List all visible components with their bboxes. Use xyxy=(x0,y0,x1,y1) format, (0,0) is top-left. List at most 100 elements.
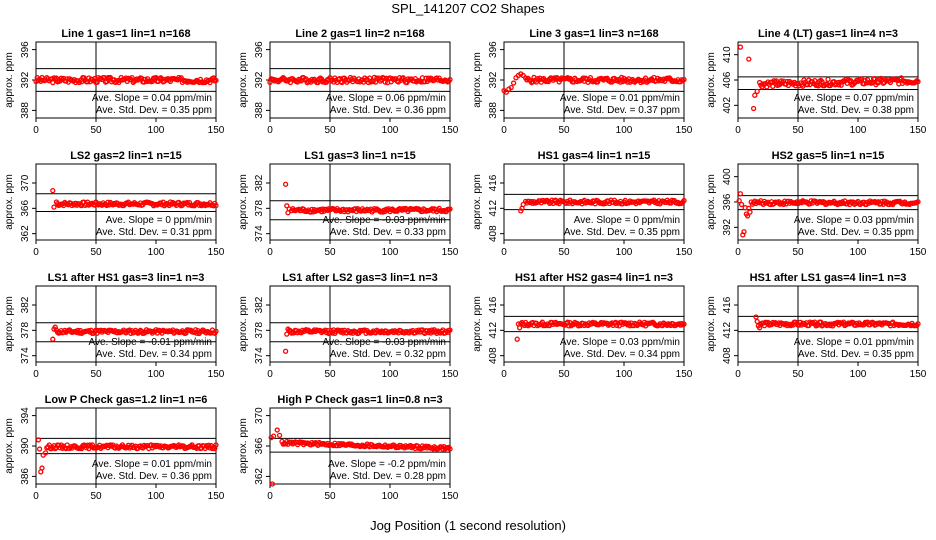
x-tick-label: 50 xyxy=(324,125,336,136)
y-axis-label: approx. ppm xyxy=(238,296,249,352)
x-tick-label: 100 xyxy=(616,369,633,380)
std-dev-annotation: Ave. Std. Dev. = 0.37 ppm xyxy=(564,105,680,116)
data-point xyxy=(736,198,742,204)
x-tick-label: 0 xyxy=(501,125,507,136)
y-tick-label: 412 xyxy=(722,322,733,339)
data-point xyxy=(754,318,760,325)
panel-title: HS1 after LS1 gas=4 lin=1 n=3 xyxy=(750,272,907,284)
x-tick-label: 0 xyxy=(501,369,507,380)
x-tick-label: 0 xyxy=(33,491,39,502)
x-tick-label: 100 xyxy=(616,125,633,136)
y-tick-label: 382 xyxy=(20,296,31,313)
y-tick-label: 370 xyxy=(20,174,31,191)
data-point xyxy=(510,80,517,86)
x-tick-label: 150 xyxy=(208,491,225,502)
y-tick-label: 370 xyxy=(254,407,265,424)
y-tick-label: 388 xyxy=(254,102,265,119)
data-point xyxy=(754,88,760,95)
data-point xyxy=(318,209,325,215)
panel-2: Line 2 gas=1 lin=2 n=168 0 50 100 150 388 392 3… xyxy=(238,28,459,136)
x-tick-label: 50 xyxy=(90,491,102,502)
y-tick-label: 392 xyxy=(722,219,733,236)
panel-5: LS2 gas=2 lin=1 n=15 0 50 100 150 362 366 370 ap… xyxy=(4,150,225,258)
x-tick-label: 50 xyxy=(324,369,336,380)
data-point xyxy=(129,74,135,81)
y-tick-label: 390 xyxy=(20,437,31,454)
data-point xyxy=(915,199,921,205)
plot-frame xyxy=(269,285,451,363)
y-tick-label: 392 xyxy=(488,71,499,88)
x-tick-label: 100 xyxy=(850,369,867,380)
slope-annotation: Ave. Slope = -0.2 ppm/min xyxy=(328,459,446,470)
panel-title: HS1 gas=4 lin=1 n=15 xyxy=(538,150,651,162)
data-point xyxy=(50,336,56,342)
data-point xyxy=(447,76,453,83)
data-point xyxy=(545,78,552,85)
data-point xyxy=(276,432,283,439)
slope-annotation: Ave. Slope = 0.06 ppm/min xyxy=(326,93,446,104)
std-dev-annotation: Ave. Std. Dev. = 0.34 ppm xyxy=(564,349,680,360)
data-point xyxy=(737,44,744,50)
panel-title: LS2 gas=2 lin=1 n=15 xyxy=(70,150,182,162)
data-point xyxy=(213,328,219,334)
panel-title: LS1 gas=3 lin=1 n=15 xyxy=(304,150,416,162)
y-tick-label: 416 xyxy=(488,174,499,191)
data-point xyxy=(915,321,921,327)
y-axis-label: approx. ppm xyxy=(706,52,717,108)
data-point xyxy=(447,206,453,212)
data-point xyxy=(737,191,744,197)
data-point xyxy=(94,79,100,85)
y-tick-label: 412 xyxy=(488,200,499,217)
y-axis-label: approx. ppm xyxy=(238,52,249,108)
y-axis-label: approx. ppm xyxy=(4,418,15,474)
x-tick-label: 0 xyxy=(33,369,39,380)
std-dev-annotation: Ave. Std. Dev. = 0.38 ppm xyxy=(798,105,914,116)
slope-annotation: Ave. Slope = 0 ppm/min xyxy=(106,215,212,226)
std-dev-annotation: Ave. Std. Dev. = 0.35 ppm xyxy=(564,227,680,238)
data-point xyxy=(773,78,780,84)
x-tick-label: 100 xyxy=(148,491,165,502)
data-point xyxy=(308,209,314,215)
data-point xyxy=(825,76,831,83)
y-axis-label: approx. ppm xyxy=(472,52,483,108)
data-point xyxy=(213,442,219,448)
std-dev-annotation: Ave. Std. Dev. = 0.34 ppm xyxy=(96,349,212,360)
y-tick-label: 412 xyxy=(488,322,499,339)
y-tick-label: 374 xyxy=(20,347,31,364)
y-tick-label: 394 xyxy=(20,407,31,424)
plot-frame xyxy=(35,285,217,363)
data-point xyxy=(836,82,842,88)
data-point xyxy=(753,314,759,320)
y-tick-label: 406 xyxy=(722,71,733,88)
x-tick-label: 0 xyxy=(735,369,741,380)
x-tick-label: 100 xyxy=(616,247,633,258)
slope-annotation: Ave. Slope = 0.07 ppm/min xyxy=(794,93,914,104)
slope-annotation: Ave. Slope = 0.04 ppm/min xyxy=(92,93,212,104)
panel-title: Line 1 gas=1 lin=1 n=168 xyxy=(61,28,190,40)
y-tick-label: 366 xyxy=(254,437,265,454)
y-axis-label: approx. ppm xyxy=(238,174,249,230)
data-point xyxy=(197,76,204,83)
panel-10: LS1 after LS2 gas=3 lin=1 n=3 0 50 100 150 37… xyxy=(238,272,459,380)
panel-7: HS1 gas=4 lin=1 n=15 0 50 100 150 408 412 416 ap… xyxy=(472,150,693,258)
data-point xyxy=(75,327,81,334)
x-tick-label: 150 xyxy=(208,369,225,380)
slope-annotation: Ave. Slope = -0.03 ppm/min xyxy=(323,215,447,226)
x-tick-label: 50 xyxy=(558,247,570,258)
data-point xyxy=(42,450,49,456)
data-point xyxy=(738,201,745,208)
x-tick-label: 0 xyxy=(33,247,39,258)
std-dev-annotation: Ave. Std. Dev. = 0.35 ppm xyxy=(798,349,914,360)
y-tick-label: 408 xyxy=(488,347,499,364)
x-tick-label: 50 xyxy=(792,125,804,136)
data-point xyxy=(741,229,747,235)
data-point xyxy=(752,92,758,98)
data-point xyxy=(746,56,752,62)
panel-title: LS1 after LS2 gas=3 lin=1 n=3 xyxy=(282,272,438,284)
panel-4: Line 4 (LT) gas=1 lin=4 n=3 0 50 100 150 402 4… xyxy=(706,28,927,136)
y-tick-label: 374 xyxy=(254,347,265,364)
panel-title: LS1 after HS1 gas=3 lin=1 n=3 xyxy=(48,272,205,284)
data-point xyxy=(804,81,811,88)
data-point xyxy=(815,83,822,89)
